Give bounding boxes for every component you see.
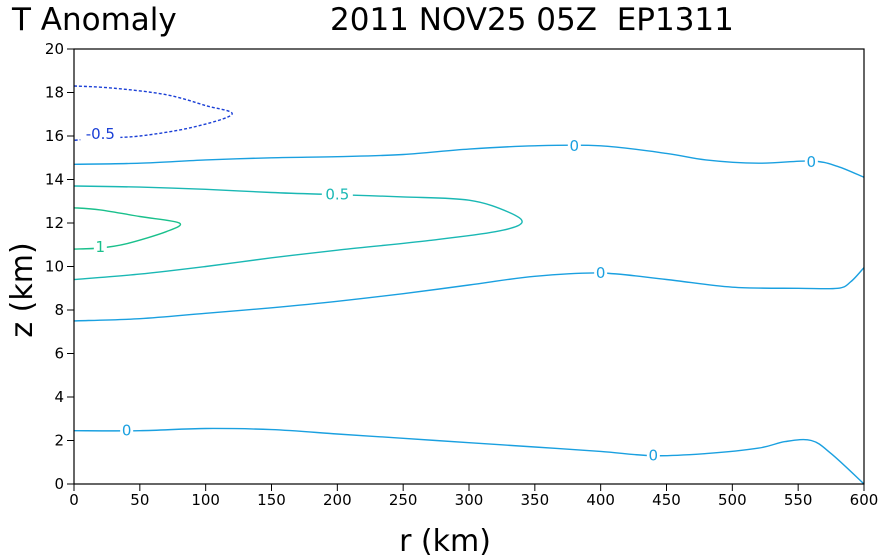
contour-label-background: [804, 154, 818, 171]
contour-line: [73, 185, 523, 281]
x-axis-title: r (km): [399, 524, 491, 558]
x-axis-ticks: 0 50 100 150 200 250 300 350 400 450 500 550 600: [69, 484, 878, 509]
contour-line: [73, 207, 182, 250]
y-axis-title: z (km): [5, 242, 40, 337]
contour-line: [73, 144, 865, 178]
x-tick-label: 200: [323, 491, 352, 509]
contour-label: 0: [596, 264, 606, 282]
x-tick-label: 100: [191, 491, 220, 509]
contour-label: 0: [122, 422, 132, 440]
contour-label-background: [594, 265, 608, 282]
contour-label-background: [321, 186, 353, 203]
x-tick-label: 400: [586, 491, 615, 509]
y-axis-ticks: 0 2 4 6 8 10 12 14 16 18 20: [45, 40, 74, 493]
contour-label-background: [646, 447, 660, 464]
contour-label-background: [93, 238, 107, 255]
contour-lines: [73, 85, 865, 485]
plot-area-frame: [73, 48, 865, 485]
contour-label: -0.5: [86, 125, 115, 143]
contour-label-background: [120, 422, 134, 439]
x-tick-label: 550: [784, 491, 813, 509]
chart-title-left: T Anomaly: [11, 2, 177, 38]
contour-line: [73, 267, 865, 322]
contour-label-background: [80, 125, 121, 142]
x-tick-label: 350: [521, 491, 550, 509]
y-tick-label: 20: [45, 40, 64, 58]
x-tick-label: 600: [850, 491, 879, 509]
x-tick-label: 250: [389, 491, 418, 509]
y-tick-label: 0: [54, 475, 64, 493]
contour-label: 0.5: [325, 186, 349, 204]
contour-line: [73, 427, 865, 485]
contour-label: 0: [807, 153, 817, 171]
y-tick-label: 16: [45, 127, 64, 145]
y-tick-label: 18: [45, 84, 64, 102]
contour-label: 0: [570, 137, 580, 155]
contour-label: 0: [649, 447, 659, 465]
chart-title-right: 2011 NOV25 05Z EP1311: [330, 2, 734, 38]
x-tick-label: 500: [718, 491, 747, 509]
y-tick-label: 8: [54, 301, 64, 319]
x-tick-label: 450: [652, 491, 681, 509]
contour-label-background: [567, 137, 581, 154]
contour-label: 1: [96, 238, 106, 256]
y-tick-label: 6: [54, 345, 64, 363]
x-tick-label: 300: [455, 491, 484, 509]
y-tick-label: 2: [54, 432, 64, 450]
y-tick-label: 12: [45, 214, 64, 232]
x-tick-label: 150: [257, 491, 286, 509]
x-tick-label: 0: [69, 491, 79, 509]
y-tick-label: 14: [45, 171, 64, 189]
contour-labels: -0.5 0 0 0.5 1 0 0 0: [80, 125, 818, 465]
x-tick-label: 50: [130, 491, 149, 509]
y-tick-label: 10: [45, 258, 64, 276]
y-tick-label: 4: [54, 388, 64, 406]
